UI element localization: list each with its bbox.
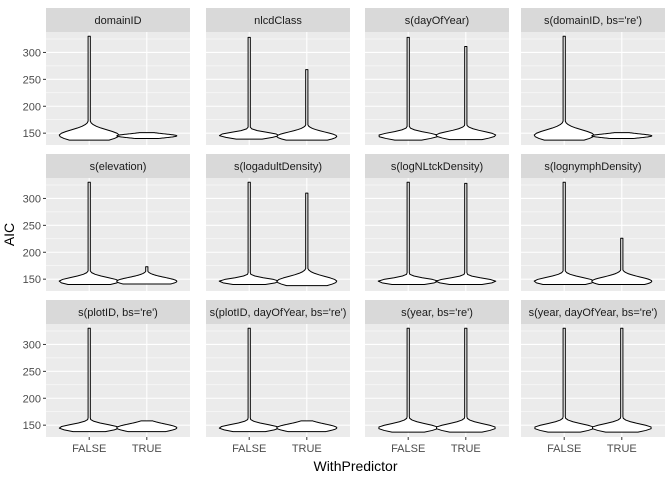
violin-true xyxy=(276,69,338,141)
violin-false xyxy=(534,327,594,433)
violin-true xyxy=(435,46,497,141)
violin-false xyxy=(533,35,595,141)
x-tick-label: FALSE xyxy=(72,443,106,455)
y-tick-label: 150 xyxy=(23,274,41,286)
facet-title: s(year, dayOfYear, bs='re') xyxy=(529,307,658,319)
violin-true xyxy=(435,182,497,286)
x-tick-label: FALSE xyxy=(391,443,425,455)
x-tick-label: TRUE xyxy=(132,443,162,455)
facet-title: s(dayOfYear) xyxy=(405,15,469,27)
facet-title: s(plotID, bs='re') xyxy=(78,307,158,319)
y-tick-label: 200 xyxy=(23,101,41,113)
facet-panel: nlcdClass xyxy=(206,8,350,145)
y-tick-label: 200 xyxy=(23,247,41,259)
panel-background xyxy=(521,32,665,145)
x-axis-title: WithPredictor xyxy=(313,458,397,474)
violin-false xyxy=(58,35,120,141)
facet-strip xyxy=(206,300,350,324)
violin-false xyxy=(218,36,280,140)
facet-title: s(lognymphDensity) xyxy=(544,161,641,173)
facet-strip xyxy=(46,8,190,32)
facet-title: nlcdClass xyxy=(254,15,302,27)
facet-grid: domainID 150 200 250 300 nlcdClass s(dayOfYear… xyxy=(23,8,665,455)
facet-strip xyxy=(206,8,350,32)
violin-false xyxy=(218,327,280,433)
x-tick-label: FALSE xyxy=(547,443,581,455)
violin-false xyxy=(378,327,438,433)
facet-strip xyxy=(206,154,350,178)
facet-panel: s(logNLtckDensity) xyxy=(365,154,509,291)
y-tick-label: 300 xyxy=(23,47,41,59)
x-tick-label: TRUE xyxy=(451,443,481,455)
violin-true xyxy=(276,192,338,287)
facet-panel: s(plotID, dayOfYear, bs='re') FALSE TRUE xyxy=(206,300,350,455)
violin-true xyxy=(591,132,653,140)
violin-false xyxy=(58,181,120,286)
facet-strip xyxy=(521,154,665,178)
x-tick-label: TRUE xyxy=(292,443,322,455)
violin-true xyxy=(436,327,496,433)
violin-true xyxy=(116,266,178,285)
facet-panel: s(lognymphDensity) xyxy=(521,154,665,291)
y-tick-label: 150 xyxy=(23,128,41,140)
facet-strip xyxy=(46,154,190,178)
x-tick-label: TRUE xyxy=(607,443,637,455)
facet-strip xyxy=(521,300,665,324)
panel-background xyxy=(206,32,350,145)
facet-title: s(logNLtckDensity) xyxy=(391,161,483,173)
facet-title: s(elevation) xyxy=(90,161,147,173)
facet-panel: s(year, bs='re') FALSE TRUE xyxy=(365,300,509,455)
panel-background xyxy=(206,324,350,437)
panel-background xyxy=(521,178,665,291)
facet-panel: s(domainID, bs='re') xyxy=(521,8,665,145)
panel-background xyxy=(46,32,190,145)
facet-title: s(year, bs='re') xyxy=(401,307,473,319)
panel-background xyxy=(206,178,350,291)
facet-panel: s(elevation) 150 200 250 300 xyxy=(23,154,190,291)
violin-true xyxy=(591,237,653,286)
facet-panel: s(dayOfYear) xyxy=(365,8,509,145)
violin-false xyxy=(58,327,120,433)
violin-true xyxy=(592,327,652,433)
panel-background xyxy=(46,324,190,437)
panel-background xyxy=(365,324,509,437)
violin-true xyxy=(116,132,178,140)
facet-strip xyxy=(365,300,509,324)
facet-strip xyxy=(365,154,509,178)
facet-panel: s(logadultDensity) xyxy=(206,154,350,291)
y-tick-label: 200 xyxy=(23,393,41,405)
y-tick-label: 300 xyxy=(23,339,41,351)
y-axis-title: AIC xyxy=(1,223,17,246)
y-tick-label: 250 xyxy=(23,366,41,378)
facet-strip xyxy=(365,8,509,32)
facet-title: domainID xyxy=(94,15,141,27)
panel-background xyxy=(521,324,665,437)
y-tick-label: 150 xyxy=(23,420,41,432)
violin-false xyxy=(378,36,438,141)
facet-panel: s(year, dayOfYear, bs='re') FALSE TRUE xyxy=(521,300,665,455)
panel-background xyxy=(365,178,509,291)
facet-panel: s(plotID, bs='re') 150 200 250 300 FALSE TRUE xyxy=(23,300,190,455)
violin-false xyxy=(377,181,439,286)
panel-background xyxy=(46,178,190,291)
y-tick-label: 250 xyxy=(23,220,41,232)
facet-title: s(plotID, dayOfYear, bs='re') xyxy=(210,307,347,319)
x-tick-label: FALSE xyxy=(232,443,266,455)
violin-false xyxy=(218,181,280,286)
facet-panel: domainID 150 200 250 300 xyxy=(23,8,190,145)
panel-background xyxy=(365,32,509,145)
violin-true xyxy=(116,420,178,433)
facet-title: s(logadultDensity) xyxy=(234,161,322,173)
violin-true xyxy=(276,420,338,433)
facet-strip xyxy=(521,8,665,32)
y-tick-label: 250 xyxy=(23,74,41,86)
facet-title: s(domainID, bs='re') xyxy=(544,15,642,27)
y-tick-label: 300 xyxy=(23,193,41,205)
violin-false xyxy=(533,181,595,286)
facet-strip xyxy=(46,300,190,324)
